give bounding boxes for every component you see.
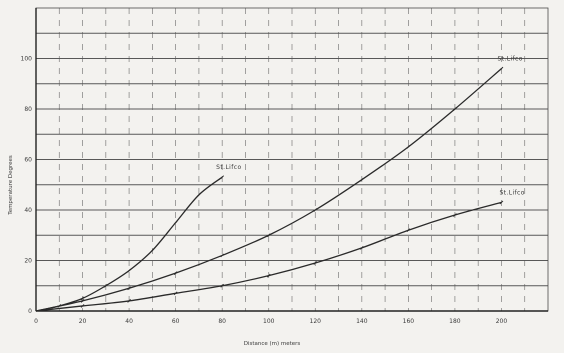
series-point	[453, 107, 457, 111]
x-tick-label: 20	[79, 318, 87, 325]
x-tick-label: 140	[356, 318, 368, 325]
x-tick-label: 200	[496, 318, 508, 325]
x-tick-label: 120	[310, 318, 322, 325]
series-point	[266, 273, 271, 278]
series-point	[80, 296, 85, 301]
series-lines: St.Lifco St.Lifco St.Lifco	[35, 56, 524, 312]
series-point	[499, 66, 504, 71]
series-point	[406, 228, 411, 233]
series-point	[173, 291, 178, 296]
y-tick-label: 0	[28, 308, 32, 315]
x-tick-label: 60	[172, 318, 180, 325]
series-point	[220, 175, 225, 180]
y-axis-label: Temperature Degrees	[8, 155, 14, 216]
series-point	[266, 233, 271, 238]
series-point	[313, 261, 318, 265]
series-point	[150, 248, 155, 253]
series-point	[313, 208, 318, 212]
x-tick-label: 100	[263, 318, 275, 325]
y-tick-label: 20	[24, 258, 32, 265]
series-point	[406, 145, 411, 149]
x-tick-label: 80	[218, 318, 226, 325]
series-point	[173, 220, 178, 225]
series-point	[103, 283, 108, 288]
x-tick-label: 160	[403, 318, 415, 325]
x-tick-label: 0	[34, 318, 38, 325]
y-tick-label: 100	[21, 56, 33, 63]
series-label: St.Lifco	[497, 56, 522, 63]
y-tick-label: 60	[24, 157, 32, 164]
y-tick-label: 40	[24, 207, 32, 214]
x-tick-label: 40	[125, 318, 133, 325]
series-point	[80, 304, 85, 308]
tick-labels: 0 20 40 60 80 100 120 140 160 180 200 0 20 40 60 80 100	[21, 56, 508, 326]
series-point	[220, 253, 225, 258]
series-point	[80, 299, 85, 303]
series-point	[127, 286, 131, 291]
y-tick-label: 80	[24, 106, 32, 113]
grid	[36, 8, 548, 311]
series-point	[453, 213, 457, 217]
series-point	[359, 246, 364, 250]
series-label: St.Lifco	[499, 189, 524, 196]
series-point	[499, 200, 504, 205]
series-point	[359, 177, 364, 182]
x-tick-label: 180	[449, 318, 461, 325]
x-axis-label: Distance (m) meters	[244, 341, 301, 347]
series-point	[127, 299, 131, 303]
series-label: St.Lifco	[216, 164, 241, 171]
series-point	[197, 192, 201, 197]
series-point	[220, 283, 225, 288]
series-point	[127, 268, 131, 273]
series-point	[173, 271, 178, 275]
axes	[35, 7, 549, 312]
